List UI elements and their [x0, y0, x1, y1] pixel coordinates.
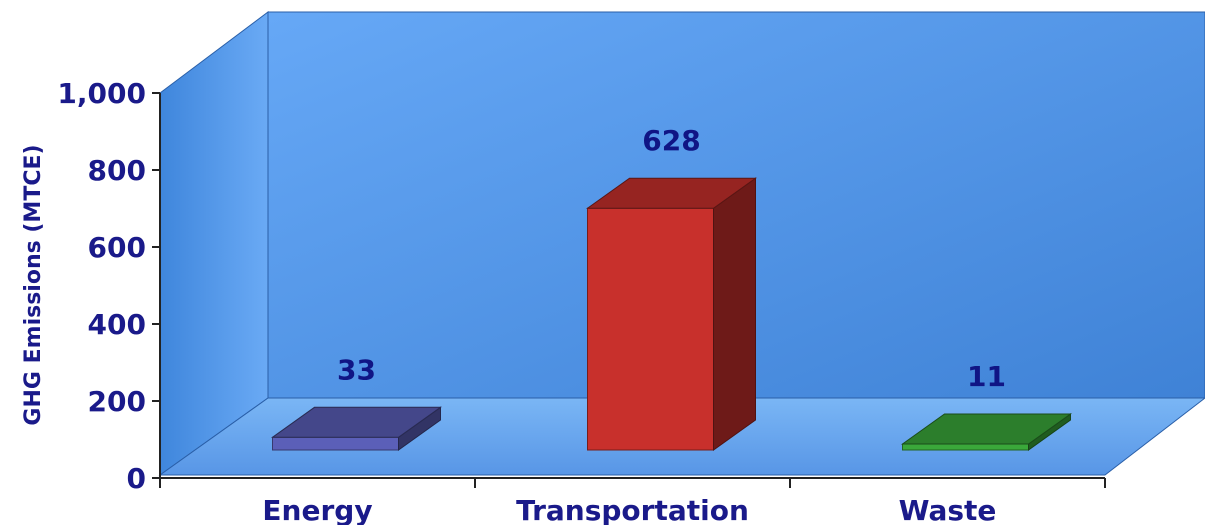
bar-front — [272, 436, 399, 451]
bar-side — [713, 177, 756, 451]
y-tick-label: 600 — [88, 231, 146, 264]
labels: 33 628 11 — [337, 124, 1006, 393]
side-wall — [159, 11, 269, 476]
y-tick-label: 1,000 — [57, 77, 146, 110]
x-category-label: Waste — [899, 494, 997, 525]
bar-front — [902, 443, 1029, 451]
y-tick-label: 400 — [88, 308, 146, 341]
bar-data-label: 33 — [337, 353, 376, 386]
bar-data-label: 11 — [967, 360, 1006, 393]
y-tick-label: 200 — [88, 385, 146, 418]
y-tick-label: 800 — [88, 154, 146, 187]
bar-top — [585, 177, 758, 209]
y-axis-title: GHG Emissions (MTCE) — [21, 144, 46, 425]
x-category-label: Energy — [262, 494, 372, 525]
bar-top — [270, 406, 443, 438]
y-tick-label: 0 — [127, 462, 146, 495]
bar-data-label: 628 — [642, 124, 700, 157]
y-axis-ticks: 0 200 400 600 800 1,000 — [57, 77, 160, 495]
bars — [270, 177, 1073, 451]
x-axis-ticks: Energy Transportation Waste — [159, 478, 1106, 525]
bar-front — [587, 207, 714, 451]
x-category-label: Transportation — [516, 494, 749, 525]
bar-top — [900, 413, 1073, 445]
